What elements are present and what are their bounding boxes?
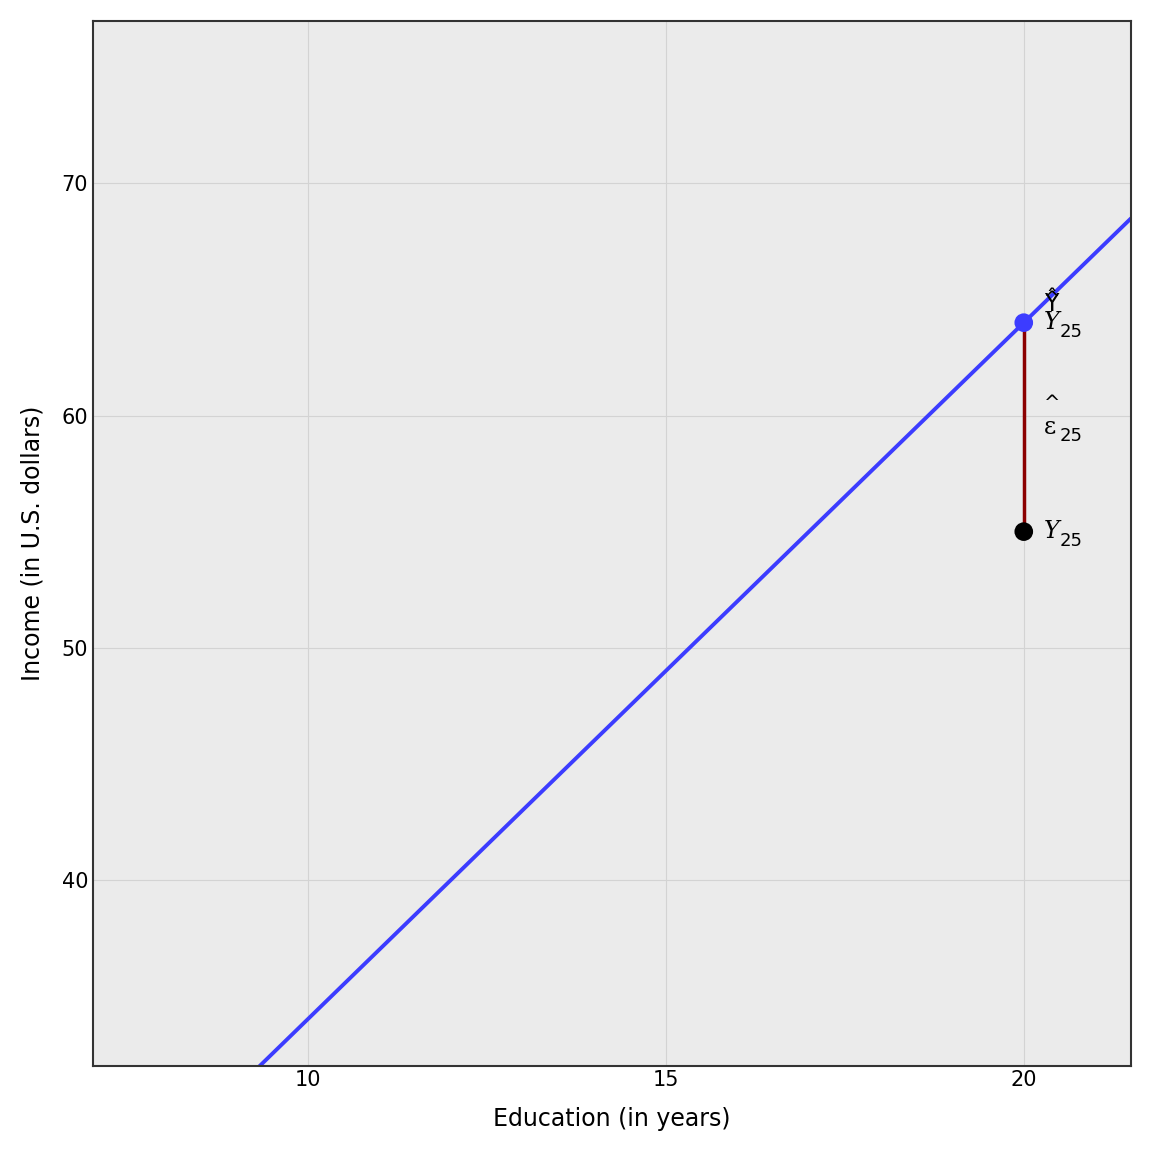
Text: ε: ε [1044,416,1056,439]
Point [1015,313,1033,332]
Text: Y: Y [1044,520,1060,543]
Point [1015,522,1033,540]
Text: Ŷ: Ŷ [1044,291,1059,316]
Text: 25: 25 [1060,427,1083,446]
Text: 25: 25 [1060,532,1083,550]
Text: 25: 25 [1060,323,1083,341]
Text: ^: ^ [1044,290,1060,309]
Text: Y: Y [1044,311,1060,334]
X-axis label: Education (in years): Education (in years) [493,1107,730,1131]
Text: ^: ^ [1044,394,1060,414]
Y-axis label: Income (in U.S. dollars): Income (in U.S. dollars) [21,406,45,681]
